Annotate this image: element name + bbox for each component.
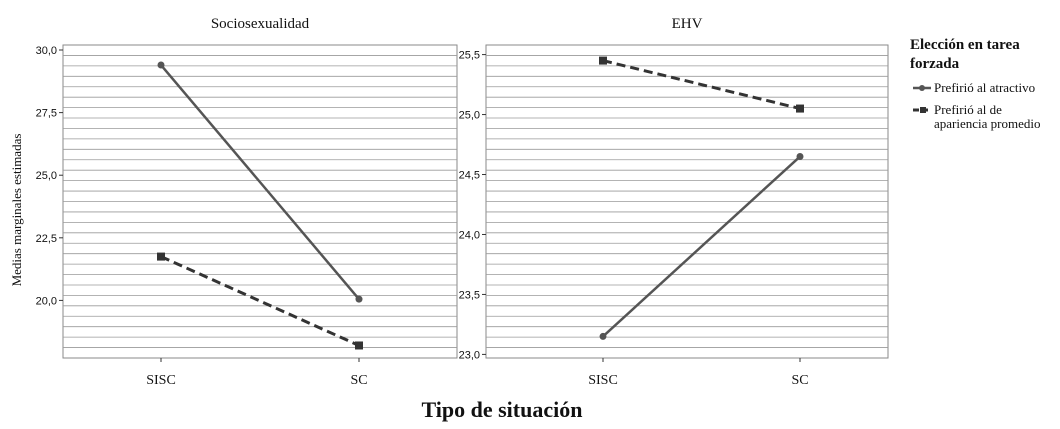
y-tick-label: 25,5 bbox=[459, 50, 480, 62]
y-tick-label: 25,0 bbox=[459, 110, 480, 122]
data-point-average bbox=[355, 341, 363, 350]
y-tick-label: 20,0 bbox=[36, 295, 57, 307]
legend-entry-attractive: Prefirió al atractivo bbox=[934, 80, 1035, 95]
legend-entry-average-line2: apariencia promedio bbox=[934, 116, 1040, 131]
data-point-average bbox=[157, 252, 165, 261]
y-tick-label: 22,5 bbox=[36, 233, 57, 245]
x-tick-label: SISC bbox=[588, 373, 618, 388]
panel-title: Sociosexualidad bbox=[211, 16, 310, 32]
data-point-attractive bbox=[355, 295, 363, 303]
legend-entry-average-line1: Prefirió al de bbox=[934, 102, 1002, 117]
chart-panel-ehv: EHV 23,0 23,5 24,0 24,5 25,0 25,5 SISC SC bbox=[459, 16, 889, 388]
x-tick-label: SC bbox=[350, 373, 367, 388]
legend-marker-attractive bbox=[919, 85, 925, 91]
data-point-attractive bbox=[796, 153, 804, 161]
y-tick-label: 23,0 bbox=[459, 349, 480, 361]
legend-marker-average bbox=[920, 107, 926, 113]
x-axis-label: Tipo de situación bbox=[422, 397, 583, 422]
y-axis-label: Medias marginales estimadas bbox=[9, 134, 24, 287]
series-line-average bbox=[602, 59, 801, 111]
y-tick-label: 23,5 bbox=[459, 289, 480, 301]
data-point-average bbox=[599, 56, 607, 65]
legend-title-line2: forzada bbox=[910, 56, 960, 72]
chart-panel-sociosexualidad: Sociosexualidad 20,0 22,5 25,0 27,5 30,0 SISC S… bbox=[36, 16, 458, 388]
data-point-attractive bbox=[599, 332, 607, 340]
series-line-attractive bbox=[602, 155, 801, 338]
y-tick-label: 30,0 bbox=[36, 45, 57, 57]
series-line-average bbox=[160, 255, 360, 347]
x-tick-label: SC bbox=[791, 373, 808, 388]
y-tick-label: 24,5 bbox=[459, 170, 480, 182]
data-point-average bbox=[796, 104, 804, 113]
panel-title: EHV bbox=[672, 16, 703, 32]
x-tick-label: SISC bbox=[146, 373, 176, 388]
legend-title-line1: Elección en tarea bbox=[910, 37, 1020, 53]
y-tick-label: 25,0 bbox=[36, 170, 57, 182]
y-tick-label: 24,0 bbox=[459, 229, 480, 241]
series-line-attractive bbox=[160, 64, 360, 300]
data-point-attractive bbox=[157, 61, 165, 69]
y-tick-label: 27,5 bbox=[36, 108, 57, 120]
legend: Elección en tarea forzada Prefirió al at… bbox=[910, 37, 1040, 131]
